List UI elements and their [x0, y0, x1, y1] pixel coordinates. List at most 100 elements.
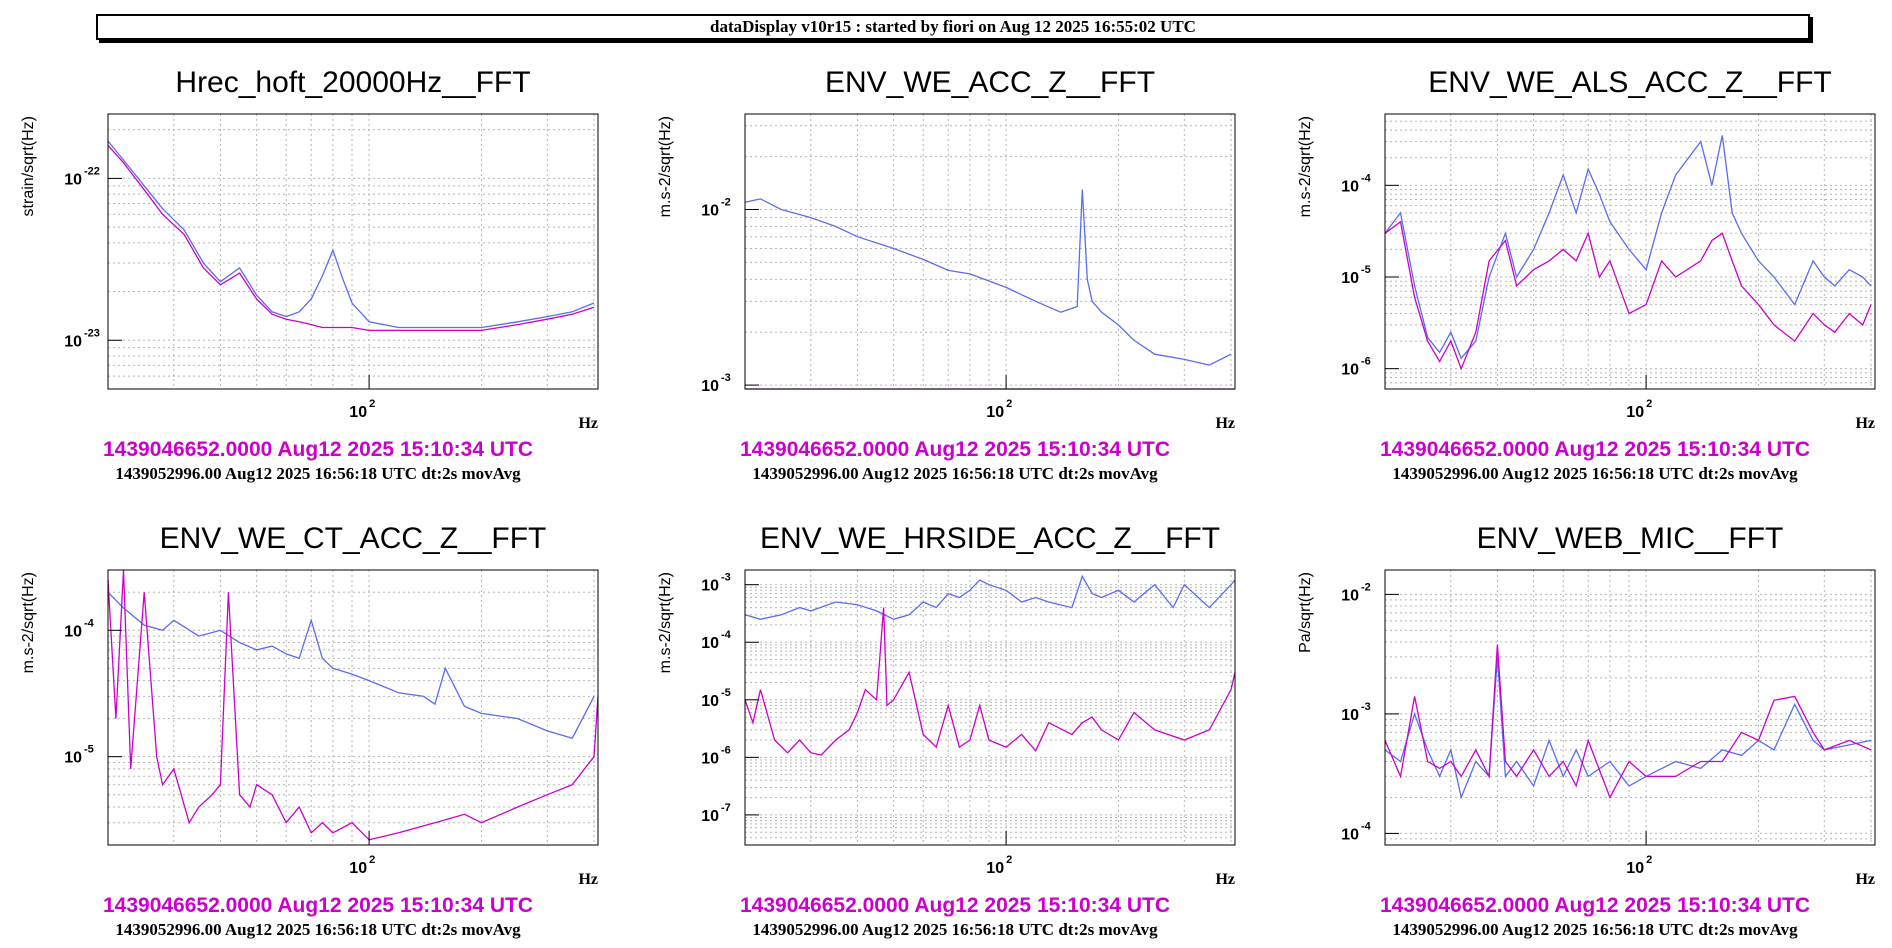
plot-frame [744, 569, 1236, 846]
y-tick-label: 10 [701, 635, 719, 652]
series-line [1384, 656, 1872, 800]
series-line [744, 189, 1232, 366]
y-tick-exponent: -7 [721, 802, 731, 814]
plot-frame [1384, 113, 1876, 390]
reference-timestamp: 1439046652.0000 Aug12 2025 15:10:34 UTC [103, 438, 533, 461]
plot-frame [107, 113, 599, 390]
live-timestamp: 1439052996.00 Aug12 2025 16:56:18 UTC dt… [115, 920, 521, 939]
y-tick-exponent: -4 [84, 617, 95, 629]
plot-panel: Hrec_hoft_20000Hz__FFTstrain/sqrt(Hz)10-… [20, 66, 599, 483]
x-tick-label: 10 [1626, 404, 1644, 421]
live-timestamp: 1439052996.00 Aug12 2025 16:56:18 UTC dt… [752, 464, 1158, 483]
y-tick-exponent: -5 [721, 687, 731, 699]
y-tick-label: 10 [1341, 270, 1359, 287]
x-tick-exponent: 2 [1646, 398, 1652, 410]
reference-timestamp: 1439046652.0000 Aug12 2025 15:10:34 UTC [1380, 438, 1810, 461]
plot-title: ENV_WE_HRSIDE_ACC_Z__FFT [760, 522, 1220, 555]
y-tick-label: 10 [701, 808, 719, 825]
series-line [107, 569, 599, 841]
series-line [1384, 220, 1872, 371]
plot-panel: ENV_WE_HRSIDE_ACC_Z__FFT m.s-2/sqrt(Hz) 10… [657, 522, 1236, 939]
app-title: dataDisplay v10r15 : started by fiori on… [710, 17, 1196, 36]
y-tick-exponent: -2 [721, 197, 731, 209]
plot-title: ENV_WE_CT_ACC_Z__FFT [160, 522, 547, 555]
y-tick-exponent: -23 [84, 327, 100, 339]
y-axis-label: strain/sqrt(Hz) [20, 116, 37, 216]
y-tick-exponent: -6 [1361, 356, 1371, 368]
x-tick-exponent: 2 [369, 398, 375, 410]
y-tick-exponent: -4 [1361, 820, 1372, 832]
x-tick-label: 10 [986, 860, 1004, 877]
y-tick-label: 10 [64, 333, 82, 350]
y-tick-exponent: -5 [84, 744, 94, 756]
x-axis-unit: Hz [1855, 415, 1875, 432]
series-line [107, 591, 595, 739]
y-tick-label: 10 [1341, 362, 1359, 379]
x-tick-exponent: 2 [1006, 398, 1012, 410]
y-tick-exponent: -2 [1361, 581, 1371, 593]
plot-frame [107, 569, 599, 846]
series-line [744, 574, 1236, 620]
series-line [1384, 135, 1872, 360]
x-axis-unit: Hz [1855, 871, 1875, 888]
plot-frame [1384, 569, 1876, 846]
y-tick-exponent: -4 [1361, 172, 1372, 184]
reference-timestamp: 1439046652.0000 Aug12 2025 15:10:34 UTC [103, 894, 533, 917]
x-tick-label: 10 [349, 860, 367, 877]
series-line [744, 607, 1236, 756]
y-tick-exponent: -3 [721, 572, 731, 584]
x-tick-label: 10 [986, 404, 1004, 421]
reference-timestamp: 1439046652.0000 Aug12 2025 15:10:34 UTC [740, 894, 1170, 917]
y-tick-label: 10 [701, 378, 719, 395]
y-tick-label: 10 [701, 203, 719, 220]
x-tick-exponent: 2 [1646, 854, 1652, 866]
x-axis-unit: Hz [1215, 415, 1235, 432]
y-tick-exponent: -3 [1361, 701, 1371, 713]
plot-title: Hrec_hoft_20000Hz__FFT [175, 66, 530, 99]
plot-title: ENV_WE_ACC_Z__FFT [825, 66, 1155, 99]
y-tick-exponent: -4 [721, 629, 732, 641]
y-axis-label: m.s-2/sqrt(Hz) [1297, 116, 1314, 217]
y-tick-label: 10 [1341, 178, 1359, 195]
plot-frame [744, 113, 1236, 390]
y-tick-exponent: -6 [721, 744, 731, 756]
y-tick-exponent: -22 [84, 165, 100, 177]
y-tick-label: 10 [701, 578, 719, 595]
reference-timestamp: 1439046652.0000 Aug12 2025 15:10:34 UTC [740, 438, 1170, 461]
series-line [107, 144, 595, 332]
y-axis-label: m.s-2/sqrt(Hz) [657, 116, 674, 217]
reference-timestamp: 1439046652.0000 Aug12 2025 15:10:34 UTC [1380, 894, 1810, 917]
y-tick-label: 10 [1341, 707, 1359, 724]
y-tick-label: 10 [64, 171, 82, 188]
y-axis-label: m.s-2/sqrt(Hz) [20, 572, 37, 673]
live-timestamp: 1439052996.00 Aug12 2025 16:56:18 UTC dt… [115, 464, 521, 483]
y-tick-label: 10 [701, 693, 719, 710]
y-tick-label: 10 [1341, 587, 1359, 604]
y-tick-label: 10 [64, 623, 82, 640]
y-tick-label: 10 [701, 750, 719, 767]
x-tick-label: 10 [349, 404, 367, 421]
live-timestamp: 1439052996.00 Aug12 2025 16:56:18 UTC dt… [1392, 920, 1798, 939]
x-axis-unit: Hz [1215, 871, 1235, 888]
y-axis-label: m.s-2/sqrt(Hz) [657, 572, 674, 673]
app-title-bar: dataDisplay v10r15 : started by fiori on… [96, 14, 1810, 40]
live-timestamp: 1439052996.00 Aug12 2025 16:56:18 UTC dt… [752, 920, 1158, 939]
x-axis-unit: Hz [578, 415, 598, 432]
y-tick-exponent: -3 [721, 372, 731, 384]
y-tick-exponent: -5 [1361, 264, 1371, 276]
series-line [107, 140, 595, 329]
live-timestamp: 1439052996.00 Aug12 2025 16:56:18 UTC dt… [1392, 464, 1798, 483]
x-tick-label: 10 [1626, 860, 1644, 877]
x-tick-exponent: 2 [369, 854, 375, 866]
y-tick-label: 10 [64, 750, 82, 767]
plot-title: ENV_WE_ALS_ACC_Z__FFT [1428, 66, 1831, 99]
y-tick-label: 10 [1341, 826, 1359, 843]
x-tick-exponent: 2 [1006, 854, 1012, 866]
plot-title: ENV_WEB_MIC__FFT [1477, 522, 1784, 555]
x-axis-unit: Hz [578, 871, 598, 888]
